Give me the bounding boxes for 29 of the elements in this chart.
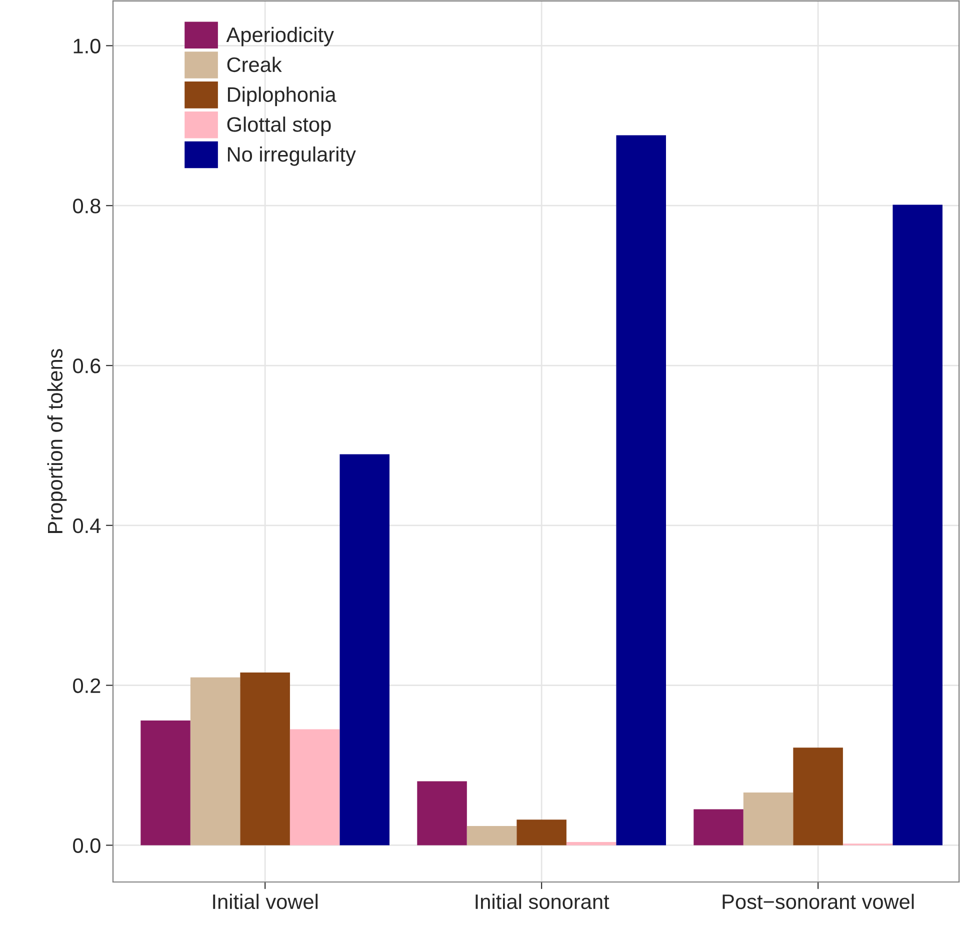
legend-label: Creak <box>227 56 282 72</box>
legend-label: Aperiodicity <box>226 26 334 46</box>
legend-label: Glottal stop <box>227 116 331 136</box>
bar <box>240 672 290 846</box>
bar <box>892 204 942 846</box>
x-tick-label: Post−sonorant vowel <box>722 894 914 910</box>
bar <box>466 826 517 846</box>
x-tick-label: Initial vowel <box>213 894 318 910</box>
y-tick-label: 1.0 <box>74 38 100 54</box>
y-tick-label: 0.8 <box>73 198 100 214</box>
bar <box>743 792 794 846</box>
bar <box>694 809 744 846</box>
y-tick-label: 0.0 <box>73 838 100 853</box>
bar <box>140 720 190 846</box>
bar <box>516 820 566 846</box>
y-axis-title: Proportion of tokens <box>47 348 67 533</box>
y-tick-label: 0.4 <box>73 518 101 534</box>
bar <box>417 781 467 846</box>
bar <box>340 454 390 846</box>
bar <box>566 842 616 846</box>
y-tick-label: 0.2 <box>73 678 100 694</box>
legend-label: No irregularity <box>228 146 356 166</box>
bar <box>793 748 843 846</box>
bar <box>190 677 240 846</box>
legend-label: Diplophonia <box>228 86 336 106</box>
bar <box>616 135 666 846</box>
bar <box>290 729 340 846</box>
x-tick-label: Initial sonorant <box>476 894 610 910</box>
y-tick-label: 0.6 <box>73 358 100 374</box>
